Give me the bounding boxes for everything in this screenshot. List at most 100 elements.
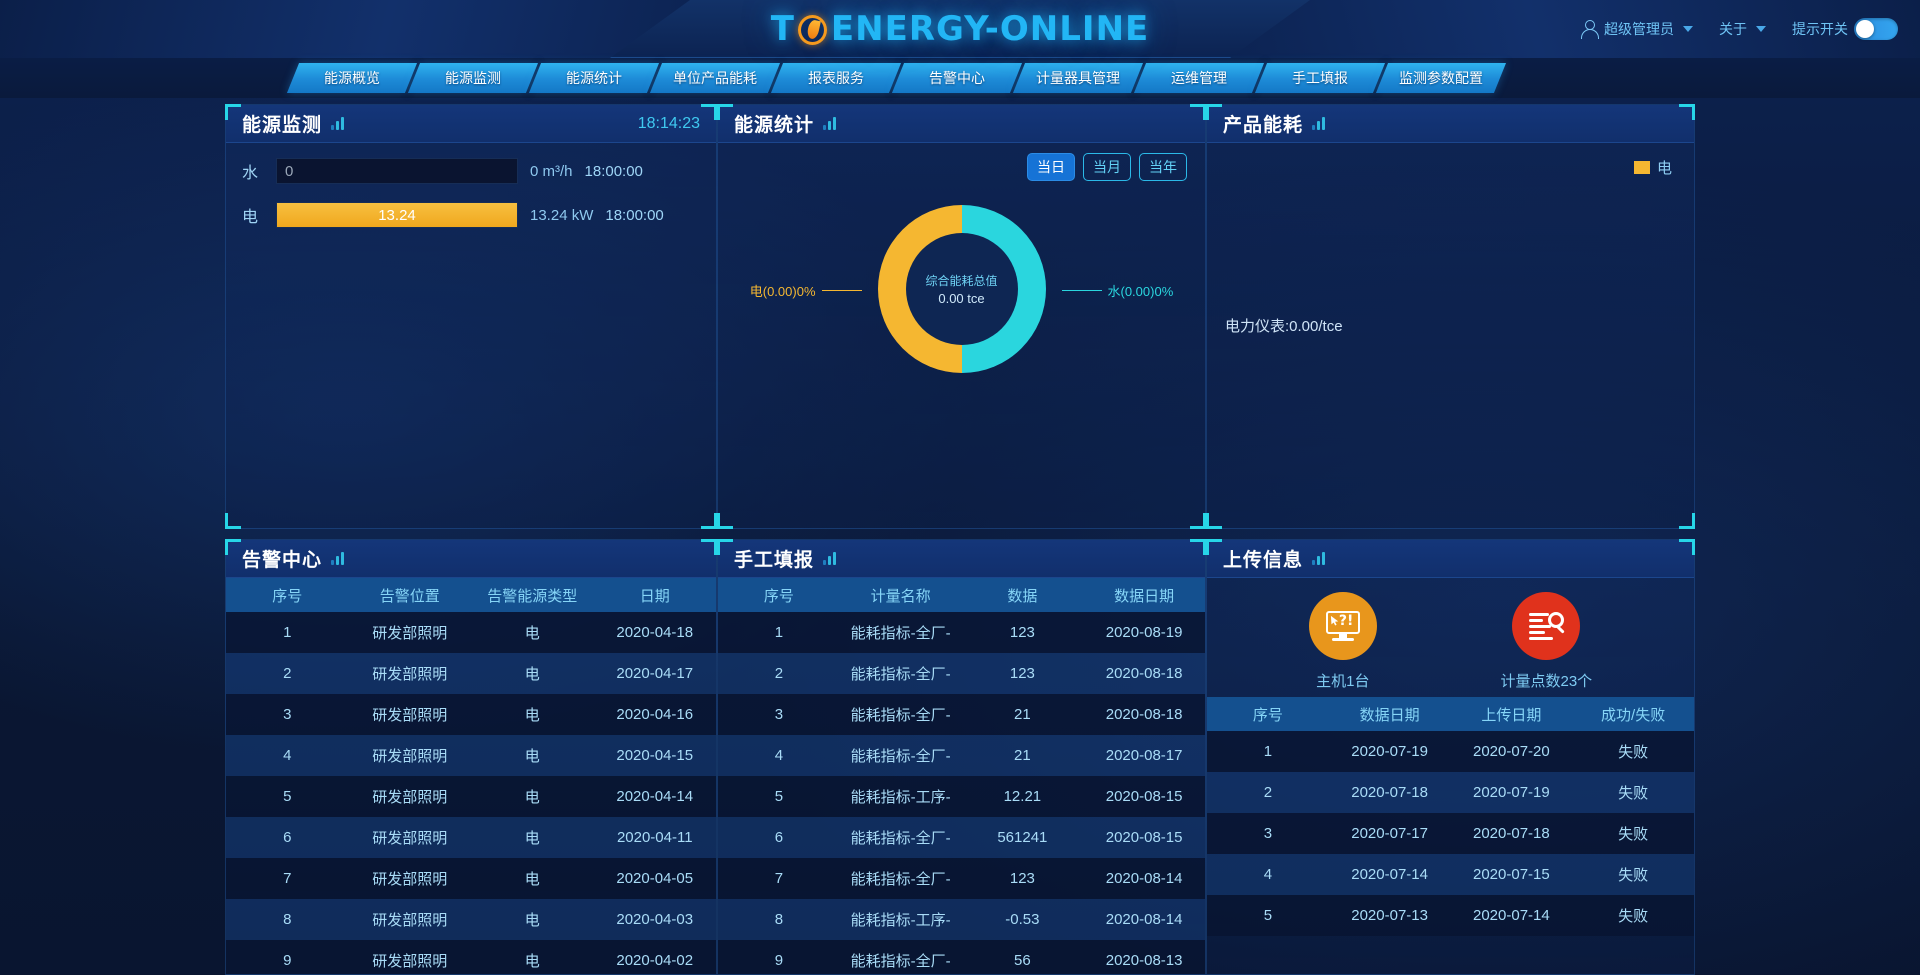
monitor-row: 电 13.24 13.24 kW 18:00:00: [242, 199, 700, 231]
donut-center-value: 0.00 tce: [938, 291, 985, 306]
table-cell: 能耗指标-工序-: [850, 789, 951, 806]
monitor-progress-bar: 0: [276, 158, 518, 184]
panel-title-alarm-center: 告警中心: [242, 550, 323, 571]
table-cell: 2020-04-11: [616, 829, 693, 846]
period-filter-group: 当日 当月 当年: [1027, 153, 1187, 181]
table-row[interactable]: 9 研发部照明 电 2020-04-02: [226, 940, 716, 974]
table-row[interactable]: 3 研发部照明 电 2020-04-16: [226, 694, 716, 735]
panel-title-energy-monitor: 能源监测: [242, 115, 323, 136]
period-button-1[interactable]: 当月: [1083, 153, 1131, 181]
table-cell: 研发部照明: [372, 912, 448, 929]
monitor-row-value: 0: [285, 162, 294, 180]
panel-title-manual-entry: 手工填报: [734, 550, 815, 571]
panel-title-upload-info: 上传信息: [1223, 550, 1304, 571]
table-row[interactable]: 1 能耗指标-全厂- 123 2020-08-19: [718, 612, 1205, 653]
about-menu[interactable]: 关于: [1719, 19, 1766, 39]
alarm-center-body: 序号 告警位置 告警能源类型 日期 1 研发部照明电 2020-04-18 2 研发部照明电 2…: [226, 578, 716, 974]
nav-tab-label: 手工填报: [1292, 70, 1348, 86]
brand-logo: T ENERGY-ONLINE: [0, 0, 1920, 58]
table-row[interactable]: 6 研发部照明 电 2020-04-11: [226, 817, 716, 858]
table-row[interactable]: 3 2020-07-17 2020-07-18 失败: [1207, 813, 1694, 854]
nav-tab-2[interactable]: 能源统计: [528, 63, 660, 93]
nav-tab-6[interactable]: 计量器具管理: [1012, 63, 1144, 93]
column-header: 数据日期: [1083, 578, 1205, 612]
manual-entry-body: 序号 计量名称 数据 数据日期 1 能耗指标-全厂- 123 2020-08-19 2 能耗指标…: [718, 578, 1205, 974]
table-cell: 3: [1263, 825, 1273, 842]
monitor-clock: 18:14:23: [637, 114, 700, 132]
table-header-row: 序号 计量名称 数据 数据日期: [718, 578, 1205, 612]
table-row[interactable]: 8 研发部照明 电 2020-04-03: [226, 899, 716, 940]
column-header: 序号: [1207, 697, 1329, 731]
nav-tab-0[interactable]: 能源概览: [286, 63, 418, 93]
nav-tab-label: 单位产品能耗: [673, 70, 757, 86]
table-cell: 电: [524, 748, 540, 765]
table-row[interactable]: 6 能耗指标-全厂- 561241 2020-08-15: [718, 817, 1205, 858]
period-button-0[interactable]: 当日: [1027, 153, 1075, 181]
table-row[interactable]: 4 能耗指标-全厂- 21 2020-08-17: [718, 735, 1205, 776]
table-row[interactable]: 4 2020-07-14 2020-07-15 失败: [1207, 854, 1694, 895]
stat-host-count[interactable]: ?! 主机1台: [1308, 592, 1377, 691]
table-cell: 2020-08-14: [1105, 911, 1183, 928]
table-row[interactable]: 1 2020-07-19 2020-07-20 失败: [1207, 731, 1694, 772]
panel-manual-entry: 手工填报 序号 计量名称 数据 数据日期 1 能耗指标-全厂- 123 2020-08-19…: [717, 539, 1206, 975]
nav-tab-8[interactable]: 手工填报: [1254, 63, 1386, 93]
table-row[interactable]: 2 2020-07-18 2020-07-19 失败: [1207, 772, 1694, 813]
table-cell: 失败: [1618, 785, 1649, 802]
panel-header: 手工填报: [718, 540, 1205, 578]
panel-upload-info: 上传信息 ?! 主机1台: [1206, 539, 1695, 975]
chevron-down-icon: [1756, 26, 1766, 32]
tip-switch-toggle[interactable]: [1854, 18, 1898, 40]
bar-chart-icon: [1312, 552, 1326, 565]
bar-chart-icon: [331, 117, 345, 130]
table-cell: 1: [774, 624, 784, 641]
table-row[interactable]: 9 能耗指标-全厂- 56 2020-08-13: [718, 940, 1205, 974]
table-cell: 研发部照明: [372, 707, 448, 724]
table-cell: 2020-08-15: [1105, 788, 1183, 805]
table-cell: 电: [524, 871, 540, 888]
table-row[interactable]: 3 能耗指标-全厂- 21 2020-08-18: [718, 694, 1205, 735]
table-cell: 2020-07-14: [1351, 866, 1428, 883]
document-search-icon: [1512, 592, 1581, 660]
table-cell: 能耗指标-全厂-: [850, 953, 951, 970]
table-row[interactable]: 4 研发部照明 电 2020-04-15: [226, 735, 716, 776]
table-cell: 6: [283, 829, 292, 846]
column-header: 告警位置: [348, 578, 471, 612]
table-row[interactable]: 8 能耗指标-工序- -0.53 2020-08-14: [718, 899, 1205, 940]
period-button-2[interactable]: 当年: [1139, 153, 1187, 181]
table-cell: 123: [1009, 870, 1035, 887]
column-header: 成功/失败: [1572, 697, 1694, 731]
table-cell: 能耗指标-全厂-: [850, 625, 951, 642]
stat-meter-points[interactable]: 计量点数23个: [1500, 592, 1592, 691]
table-cell: 9: [774, 952, 784, 969]
toggle-knob: [1856, 20, 1874, 38]
table-row[interactable]: 7 研发部照明 电 2020-04-05: [226, 858, 716, 899]
nav-tab-7[interactable]: 运维管理: [1133, 63, 1265, 93]
chart-legend[interactable]: 电: [1633, 157, 1672, 178]
nav-tab-1[interactable]: 能源监测: [407, 63, 539, 93]
table-row[interactable]: 7 能耗指标-全厂- 123 2020-08-14: [718, 858, 1205, 899]
table-row[interactable]: 5 能耗指标-工序- 12.21 2020-08-15: [718, 776, 1205, 817]
table-cell: 1: [1263, 743, 1273, 760]
tip-switch-group: 提示开关: [1792, 18, 1898, 40]
nav-tab-4[interactable]: 报表服务: [770, 63, 902, 93]
table-row[interactable]: 5 研发部照明 电 2020-04-14: [226, 776, 716, 817]
panel-energy-statistics: 能源统计 当日 当月 当年 综合能耗总值 0.00 tce 电(0.00)0% 水(…: [717, 104, 1206, 529]
table-row[interactable]: 2 研发部照明 电 2020-04-17: [226, 653, 716, 694]
nav-tab-5[interactable]: 告警中心: [891, 63, 1023, 93]
table-row[interactable]: 5 2020-07-13 2020-07-14 失败: [1207, 895, 1694, 936]
table-cell: 2020-08-18: [1105, 665, 1183, 682]
upload-table: 序号 数据日期 上传日期 成功/失败 1 2020-07-19 2020-07-20 失败 2…: [1207, 697, 1694, 936]
panel-header: 告警中心: [226, 540, 716, 578]
table-row[interactable]: 1 研发部照明 电 2020-04-18: [226, 612, 716, 653]
nav-tab-3[interactable]: 单位产品能耗: [649, 63, 781, 93]
table-cell: 2020-08-13: [1105, 952, 1183, 969]
column-header: 日期: [593, 578, 716, 612]
table-cell: 2020-07-18: [1351, 784, 1428, 801]
user-menu[interactable]: 超级管理员: [1580, 19, 1693, 39]
panel-header: 上传信息: [1207, 540, 1694, 578]
table-cell: 能耗指标-全厂-: [850, 830, 951, 847]
upload-info-body: ?! 主机1台 计量点数23个: [1207, 578, 1694, 974]
monitor-progress-fill: 13.24: [277, 203, 517, 227]
nav-tab-9[interactable]: 监测参数配置: [1375, 63, 1507, 93]
table-row[interactable]: 2 能耗指标-全厂- 123 2020-08-18: [718, 653, 1205, 694]
